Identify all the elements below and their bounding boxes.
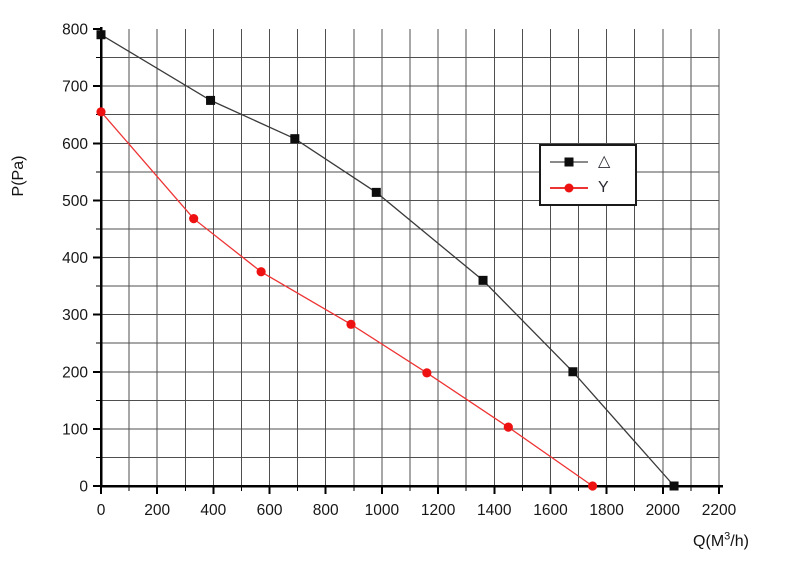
y-axis-ticks	[93, 28, 101, 487]
legend-swatch-red-circle-line	[550, 182, 588, 194]
x-tick-labels: 0 200 400 600 800 1000 1200 1400 1600 1800 2000 220…	[97, 502, 737, 519]
data-point-circle-marker	[256, 267, 266, 277]
data-point-circle-marker	[422, 368, 432, 378]
x-tick-label: 1600	[533, 502, 568, 519]
series-y	[96, 107, 598, 491]
legend-item-y: Y	[550, 179, 635, 197]
x-tick-label: 600	[257, 502, 283, 519]
series-delta	[96, 30, 679, 491]
legend-label-delta: △	[598, 153, 611, 171]
y-tick-label: 0	[79, 479, 88, 496]
y-tick-label: 400	[62, 250, 88, 267]
x-axis-title: Q(M3/h)	[693, 530, 749, 551]
legend-item-delta: △	[550, 153, 635, 171]
data-point-square-marker	[206, 95, 216, 105]
x-axis-ticks	[100, 486, 720, 494]
data-point-square-marker	[371, 187, 381, 197]
data-point-square-marker	[290, 134, 300, 144]
x-axis-title-superscript: 3	[724, 530, 731, 543]
y-tick-label: 100	[62, 421, 88, 438]
grid-lines	[101, 29, 720, 486]
data-point-circle-marker	[587, 481, 598, 491]
x-tick-label: 800	[313, 502, 339, 519]
series-delta-line	[100, 34, 675, 487]
x-tick-label: 0	[97, 502, 106, 519]
legend-swatch-black-square-line	[550, 156, 588, 168]
legend-circle-marker-icon	[564, 183, 574, 193]
y-tick-label: 800	[62, 22, 88, 39]
data-point-square-marker	[96, 30, 106, 40]
x-tick-label: 2200	[702, 502, 737, 519]
y-tick-label: 500	[62, 193, 88, 210]
data-point-circle-marker	[503, 422, 513, 432]
data-point-circle-marker	[189, 214, 199, 224]
data-point-circle-marker	[96, 107, 106, 117]
legend-square-marker-icon	[564, 157, 574, 167]
x-tick-label: 1000	[365, 502, 400, 519]
x-tick-label: 200	[144, 502, 170, 519]
series-y-line	[100, 111, 593, 487]
y-tick-label: 300	[62, 307, 88, 324]
x-tick-label: 400	[200, 502, 226, 519]
x-tick-label: 2000	[646, 502, 681, 519]
x-tick-label: 1800	[589, 502, 624, 519]
data-point-square-marker	[669, 481, 679, 491]
y-tick-label: 600	[62, 136, 88, 153]
legend-label-y: Y	[598, 178, 609, 196]
x-tick-label: 1400	[477, 502, 512, 519]
x-tick-label: 1200	[421, 502, 456, 519]
data-point-circle-marker	[346, 319, 356, 329]
y-tick-labels: 0 100 200 300 400 500 600 700 800	[62, 22, 88, 496]
y-tick-label: 700	[62, 79, 88, 96]
data-point-square-marker	[568, 367, 578, 377]
legend: △ Y	[539, 144, 637, 206]
x-axis-title-text-post: /h)	[730, 533, 749, 550]
y-axis-title: P(Pa)	[10, 155, 27, 197]
x-axis-title-text-pre: Q(M	[693, 533, 725, 550]
data-point-square-marker	[478, 275, 488, 285]
y-tick-label: 200	[62, 364, 88, 381]
